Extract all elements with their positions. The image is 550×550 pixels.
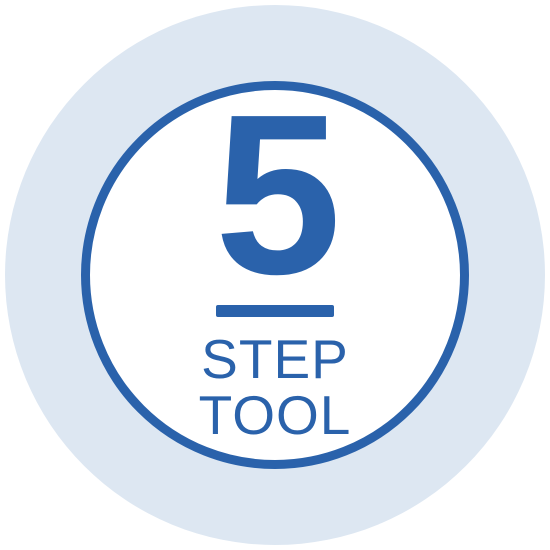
- inner-circle: 5 STEP TOOL: [81, 81, 469, 469]
- badge-canvas: 5 STEP TOOL: [0, 0, 550, 550]
- step-number: 5: [215, 107, 336, 285]
- label-line-1: STEP: [201, 331, 349, 387]
- label-line-2: TOOL: [199, 387, 352, 443]
- divider-bar: [216, 305, 334, 317]
